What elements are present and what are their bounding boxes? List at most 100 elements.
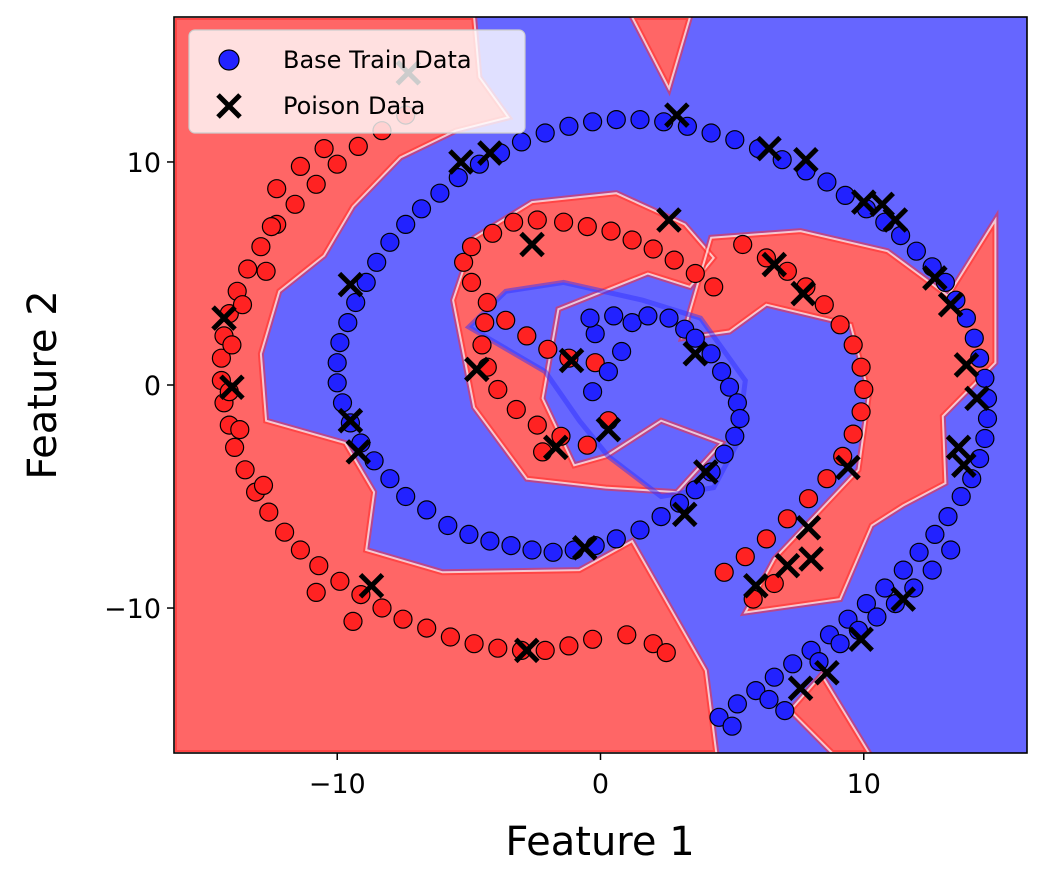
red-data-point [238, 259, 258, 279]
blue-data-point [606, 529, 626, 549]
blue-data-point [701, 344, 721, 364]
x-axis-ticks: −10 0 10 [309, 753, 881, 800]
blue-data-point [598, 362, 619, 382]
red-data-point [527, 210, 547, 230]
blue-data-point [856, 593, 877, 614]
blue-data-point [535, 123, 555, 143]
red-data-point [830, 315, 850, 335]
red-data-point [643, 239, 663, 259]
poison-point [793, 146, 819, 173]
red-data-point [511, 640, 532, 661]
blue-data-point [411, 199, 432, 219]
blue-data-point [922, 560, 942, 580]
red-data-point [843, 424, 863, 444]
blue-data-point [659, 308, 679, 328]
red-data-point [854, 379, 874, 400]
blue-data-point [727, 694, 748, 714]
red-data-point [704, 277, 724, 297]
x-tick-label: 0 [592, 769, 609, 800]
blue-data-point [522, 540, 542, 560]
red-data-point [714, 562, 734, 582]
plot-area [174, 17, 1027, 753]
red-data-point [496, 310, 516, 330]
blue-data-point [380, 469, 400, 489]
blue-data-point [727, 393, 748, 413]
red-data-point [348, 136, 368, 156]
red-data-point [535, 640, 555, 661]
blue-data-point [875, 578, 895, 598]
blue-data-point [909, 542, 929, 562]
y-tick-label: −10 [104, 594, 161, 625]
poison-point [790, 280, 816, 307]
blue-data-point [430, 183, 450, 203]
red-data-point [285, 194, 305, 214]
blue-data-point [380, 232, 400, 252]
poison-point [664, 102, 690, 128]
red-data-point [454, 252, 474, 272]
x-tick-label: 10 [847, 769, 881, 800]
y-tick-label: 0 [144, 371, 161, 402]
boundary-fade [680, 216, 997, 614]
blue-data-point [543, 542, 563, 562]
blue-data-point [417, 500, 437, 520]
blue-data-point [330, 333, 350, 353]
red-data-point [527, 415, 547, 435]
blue-data-point [701, 123, 721, 143]
red-data-point [488, 379, 508, 400]
red-data-point [309, 556, 329, 576]
poison-point [814, 659, 840, 686]
red-data-point [327, 154, 347, 174]
blue-data-point [327, 373, 347, 393]
blue-data-point [501, 535, 521, 556]
poison-point [787, 675, 814, 702]
boundary-fade [788, 673, 871, 753]
poison-point [922, 265, 948, 291]
blue-data-point [964, 328, 984, 348]
red-data-point [256, 261, 276, 281]
red-data-point [538, 339, 558, 359]
red-region-shape [632, 17, 690, 89]
poison-point [571, 535, 598, 561]
red-data-point [851, 357, 871, 377]
blue-data-point [830, 634, 850, 654]
poison-point [558, 347, 585, 374]
red-data-point [253, 475, 274, 495]
red-data-point [372, 598, 392, 618]
legend-marker-base-train [218, 49, 240, 71]
blue-data-point [775, 700, 795, 721]
blue-data-point [367, 252, 387, 272]
blue-data-point [685, 480, 705, 500]
red-data-point [290, 156, 310, 176]
red-data-point [577, 217, 597, 237]
red-data-point [306, 174, 326, 194]
blue-data-point [701, 462, 721, 482]
blue-data-point [951, 486, 971, 507]
blue-region-shape [468, 282, 746, 497]
boundary-fade [630, 17, 692, 92]
blue-data-point [783, 654, 803, 674]
red-data-point [506, 399, 526, 420]
legend-marker-poison [216, 93, 242, 119]
poison-point [682, 341, 709, 367]
red-data-point [222, 335, 242, 355]
blue-data-point [746, 680, 766, 701]
poison-point [448, 149, 474, 175]
red-data-point [330, 571, 350, 591]
blue-data-point [630, 109, 650, 130]
red-data-point [306, 582, 326, 603]
blue-data-point [356, 272, 376, 292]
red-data-point [517, 326, 537, 346]
red-data-point [622, 230, 642, 250]
legend-label-poison: Poison Data [283, 92, 425, 120]
blue-data-point [925, 524, 945, 545]
poison-point [542, 434, 569, 461]
blue-data-point [906, 241, 927, 261]
poison-point [945, 434, 972, 461]
blue-data-point [511, 132, 532, 152]
blue-data-point [719, 377, 740, 397]
red-data-point [488, 638, 508, 658]
blue-data-point [459, 524, 479, 545]
poison-point [774, 552, 801, 579]
red-data-point [259, 502, 279, 522]
